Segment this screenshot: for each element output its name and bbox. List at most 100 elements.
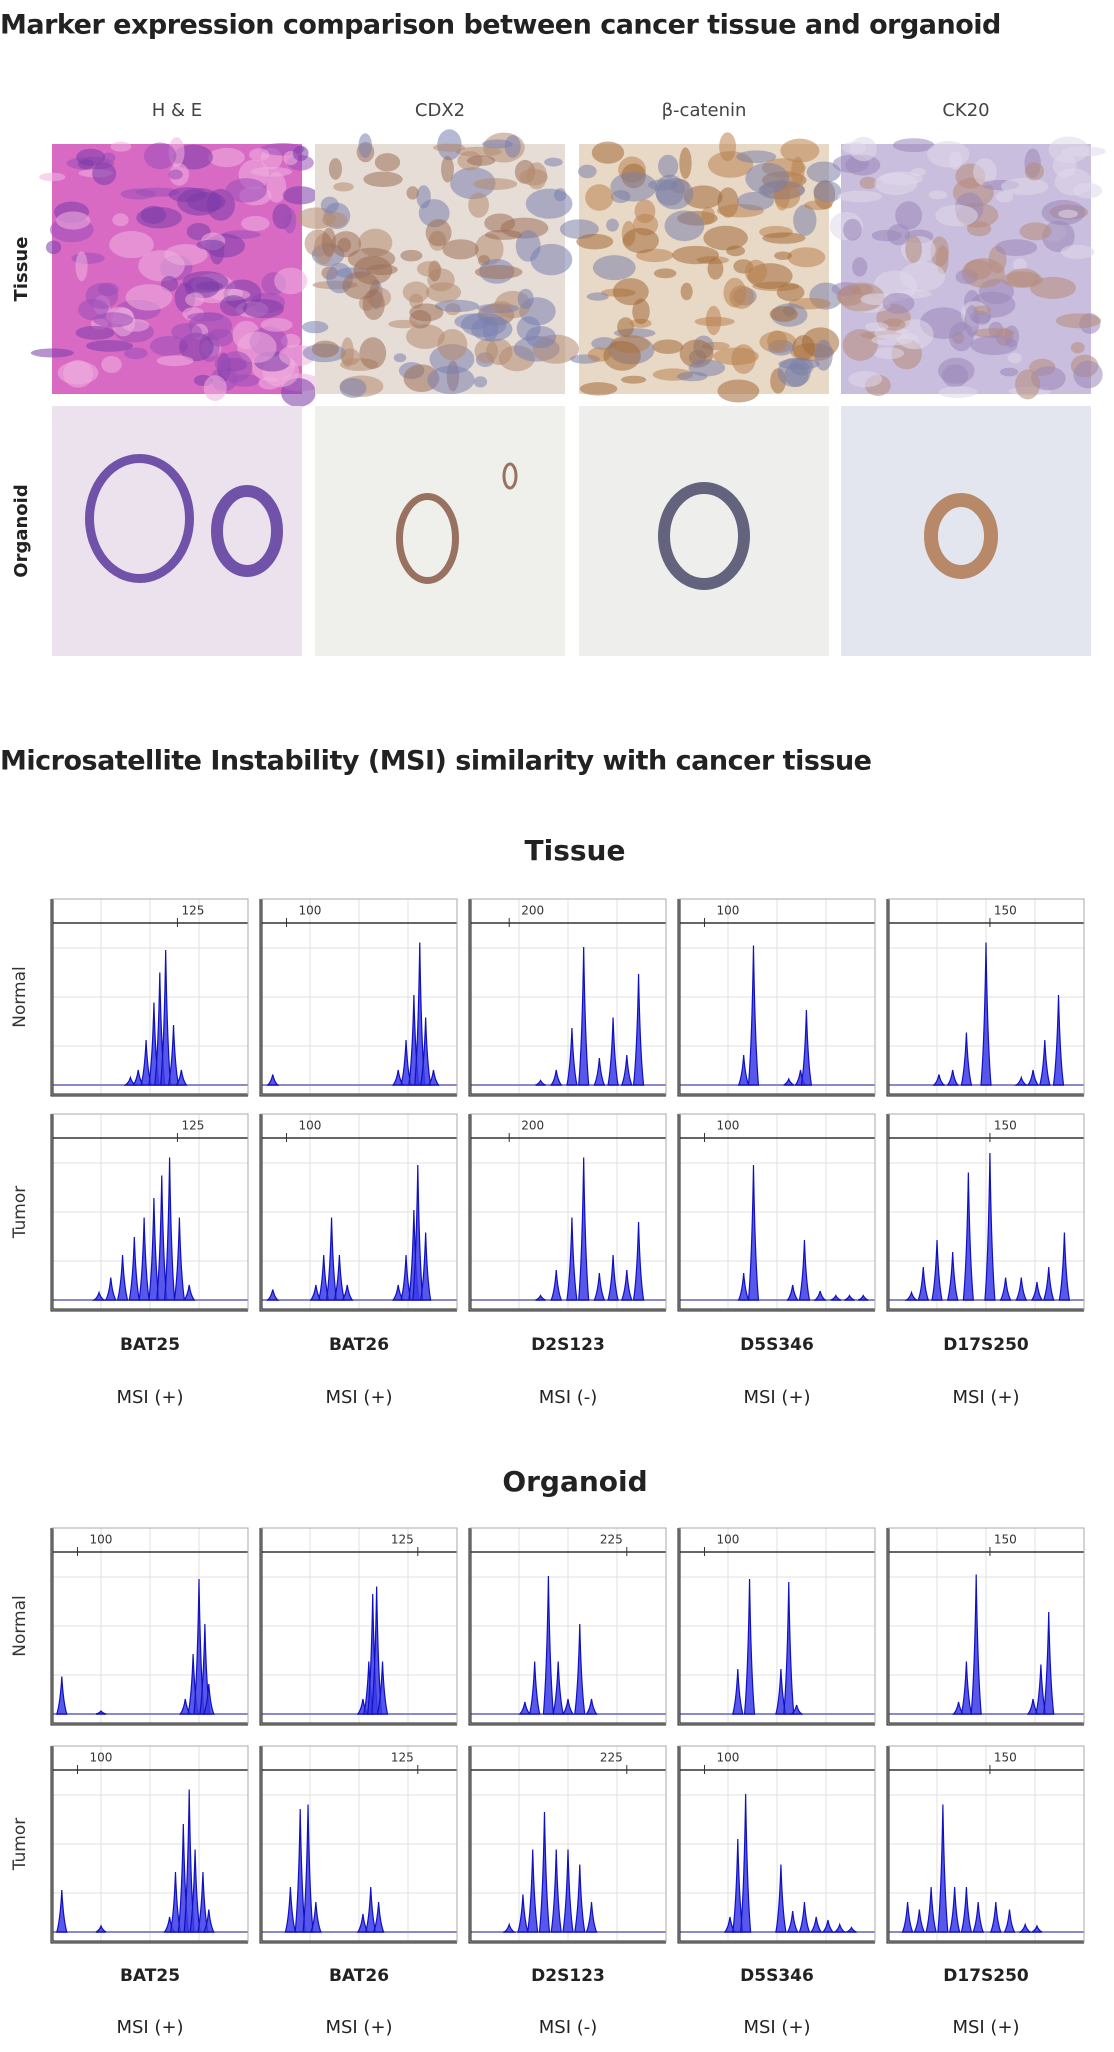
histology-image	[30, 137, 320, 408]
cell-cluster	[474, 265, 523, 280]
peak	[167, 1024, 180, 1086]
electropherogram: 100	[50, 1745, 249, 1944]
image-background	[579, 406, 829, 656]
peak	[1030, 1281, 1044, 1301]
section-title: Microsatellite Instability (MSI) similar…	[0, 746, 872, 777]
peak	[999, 1277, 1012, 1301]
cell-cluster	[321, 227, 336, 258]
cell-cluster	[474, 339, 499, 364]
msi-status: MSI (-)	[539, 1387, 598, 1408]
cell-cluster	[409, 303, 444, 322]
peak	[550, 1069, 563, 1086]
peak	[932, 1074, 946, 1086]
cell-cluster	[676, 371, 708, 382]
cell-cluster	[416, 185, 431, 209]
cell-cluster	[1060, 244, 1095, 260]
peak	[302, 1804, 314, 1933]
peak	[783, 1581, 795, 1715]
cell-cluster	[101, 356, 122, 374]
peak	[412, 1164, 424, 1301]
marker-label: BAT25	[120, 1966, 180, 1986]
cell-cluster	[793, 204, 817, 236]
peak	[310, 1901, 322, 1933]
electropherogram: 100	[259, 898, 458, 1097]
cell-cluster	[892, 138, 935, 153]
peak	[747, 945, 760, 1086]
cell-cluster	[701, 206, 715, 225]
organoid-image	[52, 406, 302, 656]
cell-cluster	[852, 283, 873, 295]
section-title: Marker expression comparison between can…	[0, 10, 1001, 41]
size-label: 125	[391, 1533, 414, 1547]
size-label: 100	[89, 1533, 112, 1547]
peak	[632, 1221, 645, 1301]
cell-cluster	[241, 215, 270, 232]
cell-cluster	[237, 331, 277, 363]
column-label: H & E	[152, 100, 202, 121]
column-label: β-catenin	[662, 100, 747, 121]
peak	[585, 1901, 598, 1933]
peak	[325, 1217, 338, 1301]
peak	[904, 1290, 919, 1301]
electropherogram: 100	[259, 1113, 458, 1312]
cell-cluster	[694, 316, 735, 327]
cell-cluster	[274, 267, 308, 295]
peak	[138, 1217, 150, 1301]
cell-cluster	[586, 292, 609, 301]
cell-cluster	[1072, 182, 1103, 199]
marker-label: D2S123	[531, 1966, 605, 1986]
cell-cluster	[964, 259, 992, 280]
histology-image	[559, 132, 843, 403]
cell-cluster	[806, 161, 841, 183]
electropherogram: 150	[886, 1745, 1085, 1944]
peak	[960, 1886, 973, 1933]
cell-cluster	[525, 326, 557, 349]
marker-label: BAT25	[120, 1335, 180, 1355]
msi-status: MSI (+)	[325, 2017, 392, 2038]
peak	[364, 1886, 377, 1933]
peak	[202, 1683, 215, 1715]
cell-cluster	[664, 210, 705, 242]
peak	[95, 1924, 107, 1933]
cell-cluster	[707, 257, 724, 280]
cell-cluster	[1070, 341, 1085, 354]
cell-cluster	[490, 301, 512, 312]
peak	[1039, 1039, 1051, 1086]
cell-cluster	[813, 180, 842, 203]
size-label: 200	[521, 904, 544, 918]
peak	[266, 1074, 280, 1086]
cell-cluster	[101, 152, 116, 163]
peak	[858, 1294, 869, 1301]
group-title: Organoid	[502, 1465, 647, 1498]
peak	[1003, 1909, 1016, 1933]
electropherogram: 100	[677, 898, 876, 1097]
peak	[962, 1172, 975, 1301]
cell-cluster	[672, 245, 720, 265]
cell-cluster	[242, 299, 285, 319]
peak	[844, 1294, 855, 1301]
panel-border	[469, 1113, 667, 1311]
cell-cluster	[85, 282, 119, 309]
cell-cluster	[359, 337, 387, 369]
peak	[960, 1661, 973, 1715]
peak	[1015, 1277, 1028, 1301]
cell-cluster	[425, 219, 452, 247]
cell-cluster	[621, 375, 647, 384]
peak	[585, 1698, 598, 1715]
electropherogram: 125	[259, 1745, 458, 1944]
panel-border	[51, 1745, 249, 1943]
size-label: 100	[298, 1119, 321, 1133]
cell-cluster	[942, 364, 969, 388]
cell-cluster	[280, 378, 316, 408]
peak	[562, 1849, 574, 1933]
peak	[917, 1266, 930, 1301]
cell-cluster	[320, 196, 339, 214]
cell-cluster	[266, 171, 287, 203]
marker-label: D17S250	[943, 1335, 1029, 1355]
cell-cluster	[331, 231, 362, 258]
peak	[901, 1901, 914, 1933]
cell-cluster	[634, 199, 656, 224]
cell-cluster	[967, 221, 992, 237]
peak	[809, 1916, 823, 1933]
peak	[104, 1277, 117, 1301]
